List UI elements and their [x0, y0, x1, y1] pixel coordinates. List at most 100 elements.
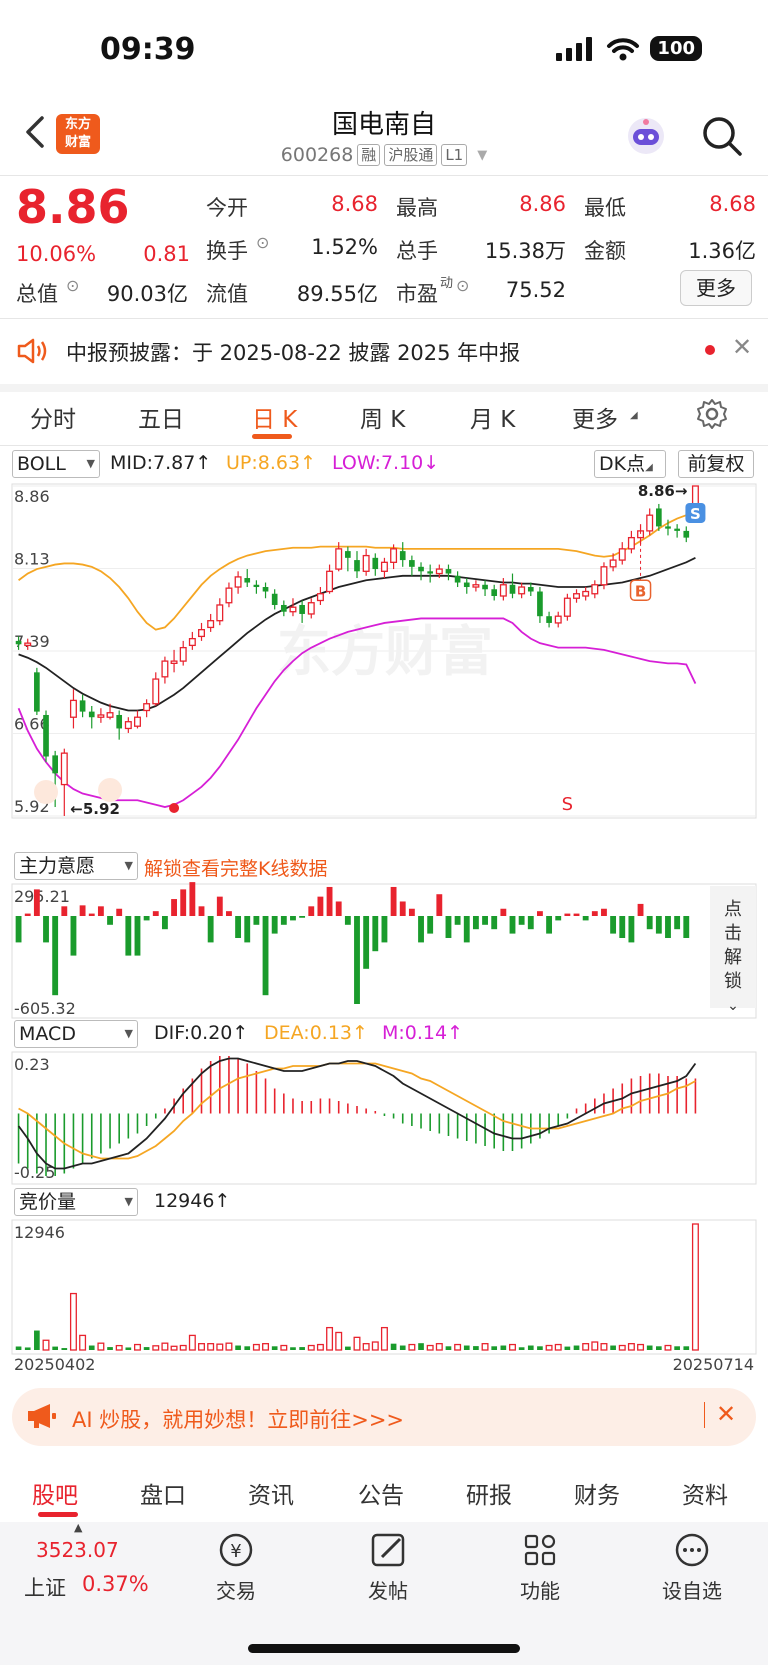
auction-bar — [500, 1345, 507, 1350]
tab-more[interactable]: 更多 — [572, 407, 618, 433]
candle-body — [600, 566, 608, 586]
ai-banner[interactable] — [12, 1388, 756, 1446]
tab-weekly-k[interactable]: 周 K — [360, 407, 406, 433]
divider — [0, 175, 768, 176]
candle-body — [34, 672, 40, 712]
ai-banner-text[interactable]: AI 炒股，就用妙想！立即前往>>> — [72, 1408, 405, 1432]
unlock-link[interactable]: 解锁查看完整K线数据 — [144, 858, 328, 880]
tab-handicap[interactable]: 盘口 — [140, 1483, 186, 1509]
candle-body — [289, 606, 297, 613]
candle-body — [454, 575, 461, 583]
logo-line-2: 财富 — [64, 135, 91, 150]
dock-trade[interactable]: ¥ 交易 — [186, 1530, 286, 1604]
tab-news[interactable]: 资讯 — [248, 1483, 294, 1509]
auction-bar — [316, 1343, 324, 1351]
chevron-down-icon: ▼ — [86, 457, 95, 470]
tab-intraday[interactable]: 分时 — [30, 407, 76, 433]
search-icon[interactable] — [700, 114, 744, 158]
banner-divider — [704, 1402, 705, 1428]
divider — [0, 318, 768, 319]
candle-body — [435, 568, 443, 575]
auction-bar — [161, 1342, 169, 1351]
y-tick-label: 8.86 — [14, 487, 50, 506]
flow-chart: 295.21 -605.32 — [11, 882, 757, 1019]
auction-bar — [235, 1345, 241, 1350]
flow-bar — [43, 916, 49, 943]
tab-forum[interactable]: 股吧 — [32, 1483, 78, 1509]
gear-icon[interactable] — [696, 398, 728, 430]
auction-bar — [79, 1334, 87, 1351]
macd-select[interactable]: MACD ▼ — [14, 1020, 138, 1048]
flow-bar — [408, 908, 415, 916]
grid-icon — [524, 1534, 556, 1566]
notice-text[interactable]: 中报预披露：于 2025-08-22 披露 2025 年中报 — [66, 341, 521, 365]
candle-body — [674, 528, 680, 531]
dock-post[interactable]: 发帖 — [338, 1530, 438, 1604]
auction-bar — [683, 1346, 690, 1350]
candle-body — [554, 615, 562, 624]
candle-body — [198, 629, 205, 638]
adjust-button[interactable]: 前复权 — [678, 450, 754, 478]
flow-indicator-select[interactable]: 主力意愿 ▼ — [14, 852, 138, 880]
auction-select[interactable]: 竞价量 ▼ — [14, 1188, 138, 1216]
dk-point-button[interactable]: DK点◢ — [594, 450, 666, 478]
b-marker-text: B — [635, 582, 646, 600]
flow-frame — [11, 883, 757, 1019]
auction-bar — [353, 1336, 361, 1351]
flow-bar — [97, 906, 104, 916]
flow-bar — [198, 906, 205, 916]
tab-announcements[interactable]: 公告 — [358, 1483, 404, 1509]
flow-bar — [564, 913, 571, 916]
candle-body — [362, 554, 370, 572]
close-icon[interactable]: ✕ — [732, 333, 753, 361]
flow-bar — [683, 916, 690, 938]
flow-bar — [427, 916, 434, 934]
ai-assistant-icon[interactable] — [624, 114, 668, 158]
auction-bar — [627, 1343, 635, 1351]
info-icon[interactable]: ⊙ — [66, 276, 80, 295]
back-icon[interactable] — [20, 112, 50, 152]
close-icon[interactable]: ✕ — [716, 1400, 737, 1428]
signal-icon — [556, 36, 593, 61]
flow-bar — [134, 916, 141, 956]
flow-bar — [619, 916, 626, 938]
candle-body — [262, 587, 269, 592]
info-icon[interactable]: ⊙ — [256, 233, 270, 252]
auction-bar — [600, 1343, 608, 1351]
flow-bar — [610, 916, 617, 934]
indicator-select[interactable]: BOLL ▼ — [12, 450, 100, 478]
stock-code-row[interactable]: 600268 融 沪股通 L1 ▼ — [0, 144, 768, 166]
auction-bar — [445, 1346, 452, 1350]
auction-top-label: 12946 — [14, 1223, 65, 1242]
candle-body — [463, 582, 470, 588]
more-button[interactable]: 更多 — [680, 270, 752, 306]
tab-monthly-k[interactable]: 月 K — [470, 407, 516, 433]
candle-body — [646, 514, 654, 532]
tab-financials[interactable]: 财务 — [574, 1483, 620, 1509]
auction-bar — [591, 1341, 599, 1351]
tab-five-day[interactable]: 五日 — [138, 407, 184, 433]
auction-bar — [24, 1347, 31, 1350]
boll-low: LOW:7.10↓ — [332, 452, 440, 474]
tab-research[interactable]: 研报 — [466, 1483, 512, 1509]
flow-bar — [372, 916, 379, 952]
index-name[interactable]: 上证 — [24, 1576, 66, 1600]
tab-daily-k[interactable]: 日 K — [252, 407, 298, 433]
side-unlock-button[interactable]: 点 击 解 锁 ⌄ — [710, 886, 756, 1014]
dock-functions[interactable]: 功能 — [490, 1530, 590, 1604]
flow-bar — [527, 916, 534, 930]
index-value[interactable]: 3523.07 — [36, 1538, 119, 1562]
market-cap-label[interactable]: 总值 — [16, 282, 58, 306]
auction-bar — [646, 1345, 653, 1350]
info-icon[interactable]: ⊙ — [456, 276, 470, 295]
pe-label[interactable]: 市盈 — [396, 282, 438, 306]
turnover-label[interactable]: 换手 — [206, 239, 248, 263]
boll-mid: MID:7.87↑ — [110, 452, 212, 474]
candle-body — [307, 602, 315, 615]
tab-profile[interactable]: 资料 — [682, 1483, 728, 1509]
home-indicator — [248, 1644, 520, 1653]
macd-frame — [11, 1051, 757, 1185]
dock-add-watchlist[interactable]: 设自选 — [642, 1530, 742, 1604]
flow-bar — [472, 916, 479, 930]
